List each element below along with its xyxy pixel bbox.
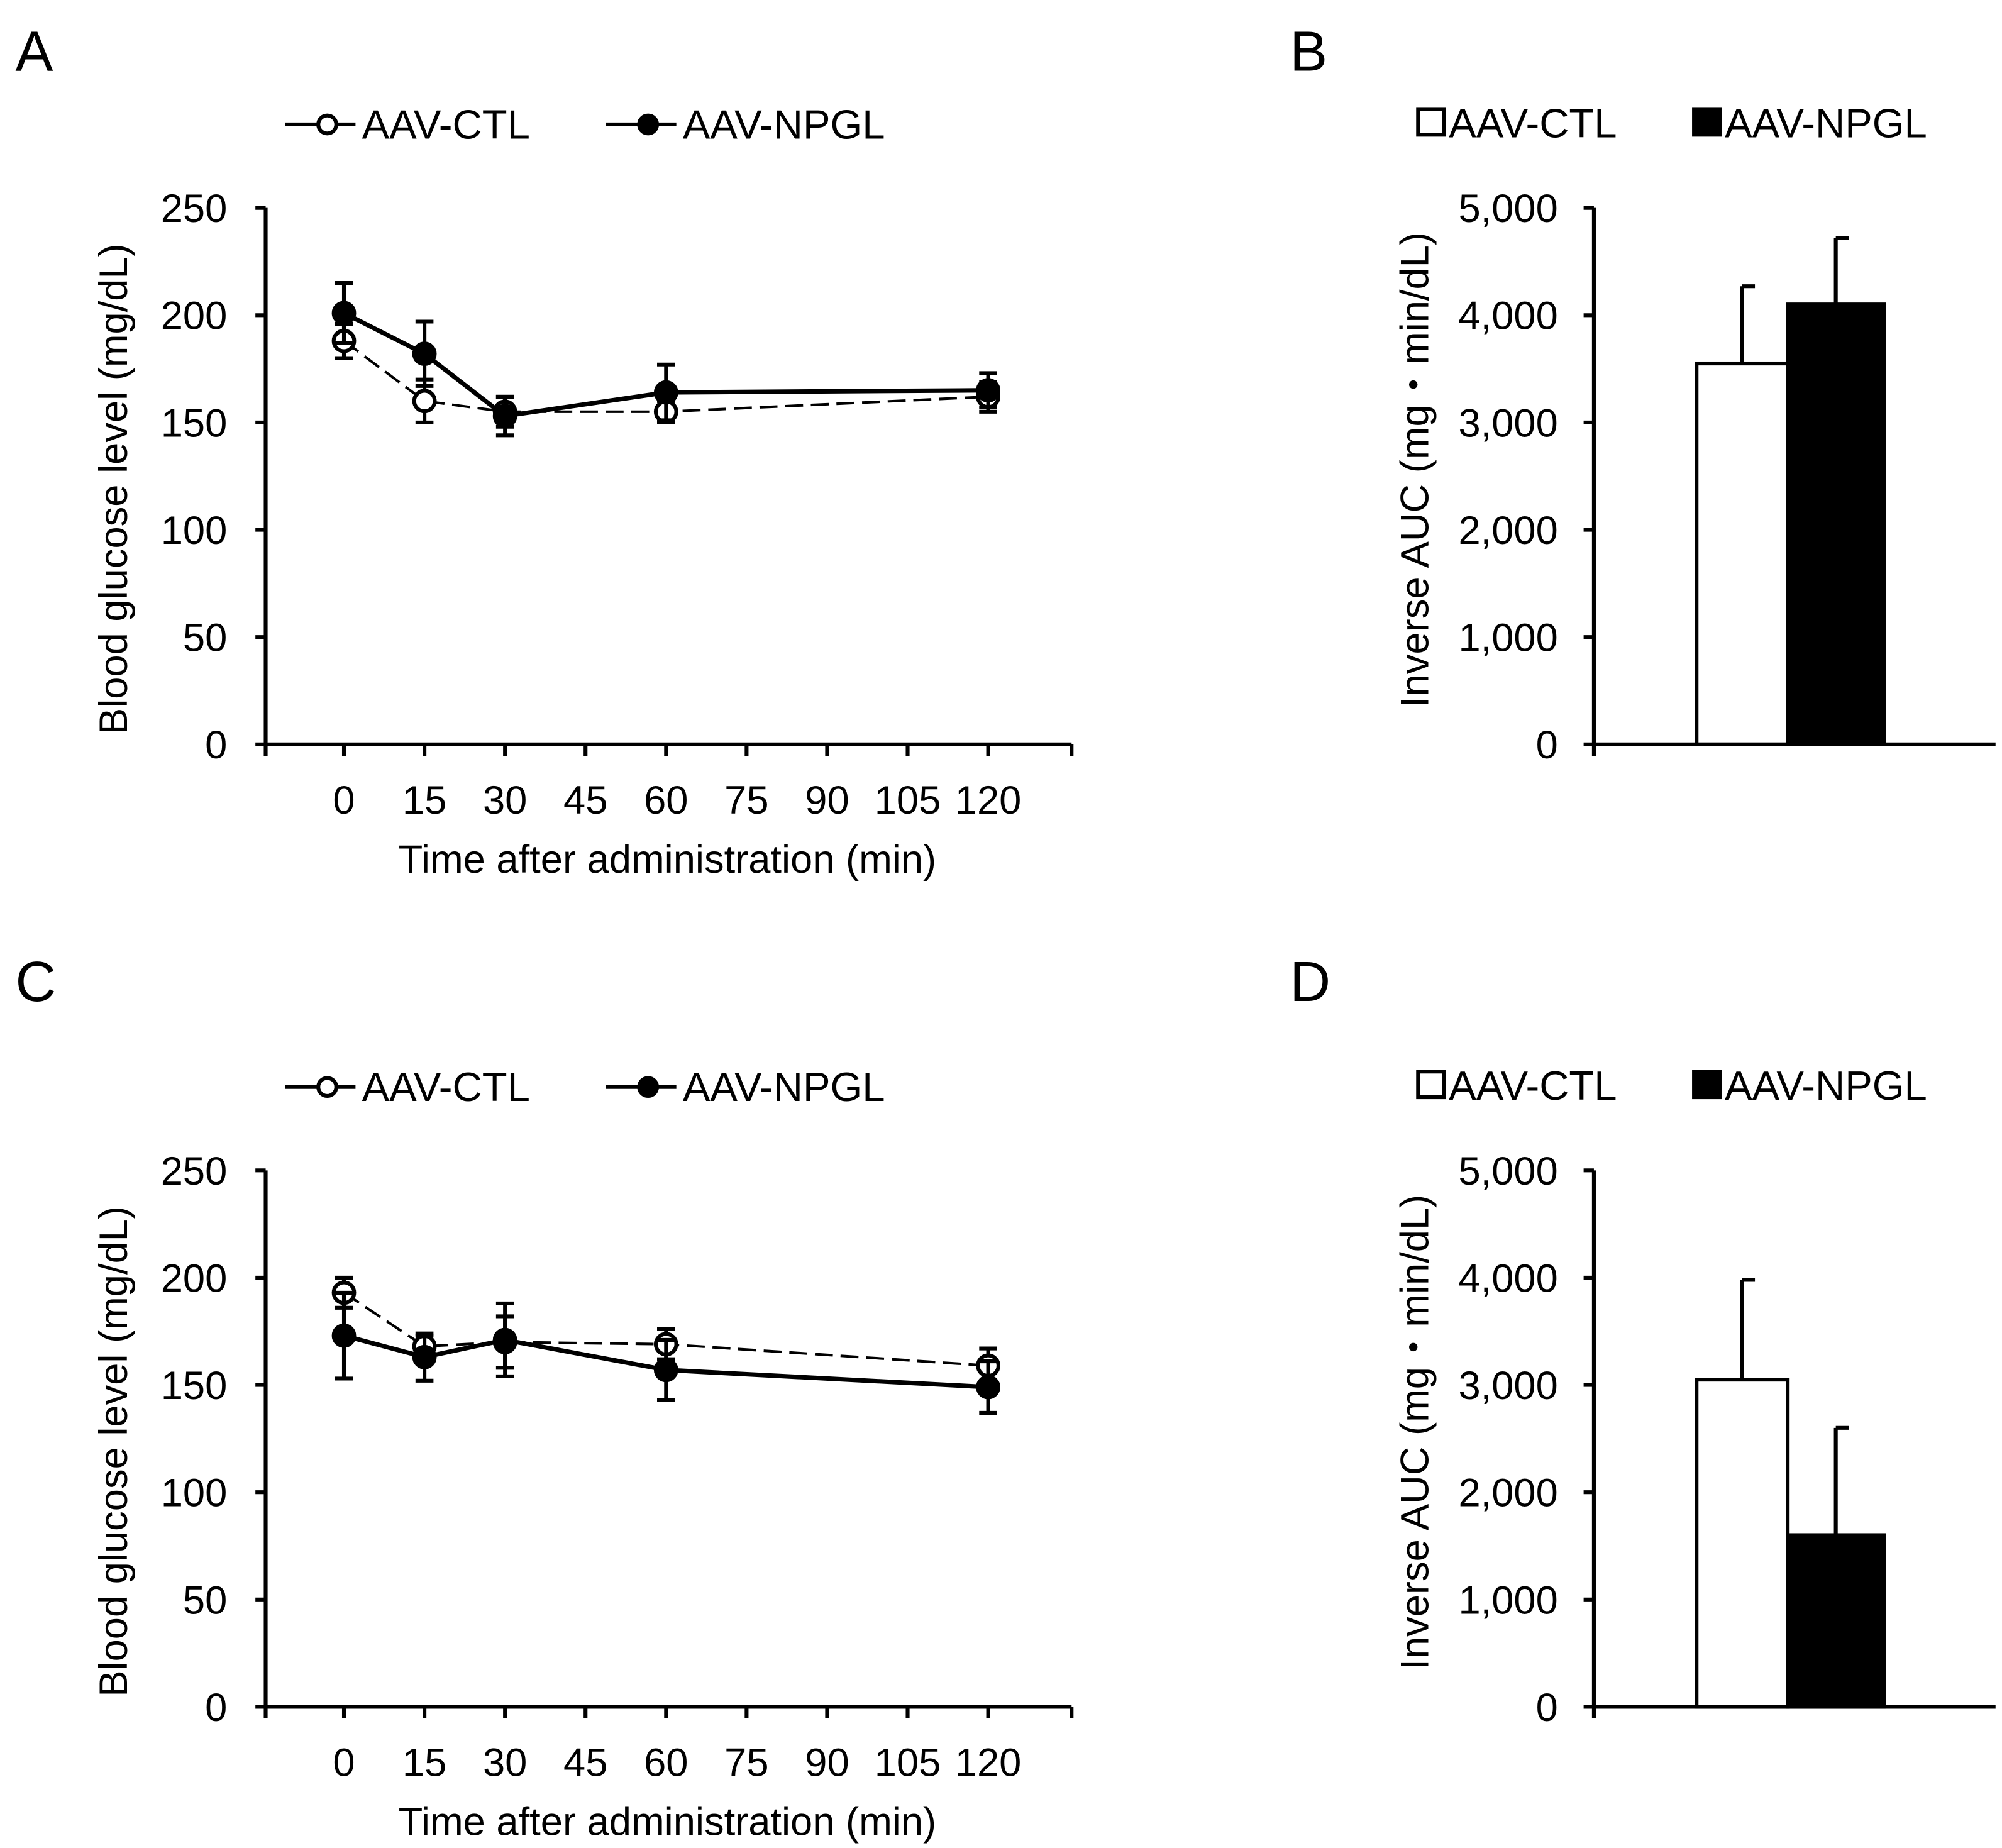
data-point: [492, 1327, 517, 1353]
data-point: [976, 1375, 1000, 1400]
open-circle-icon: [316, 1076, 338, 1098]
data-point: [412, 1344, 437, 1369]
x-tick-label: 30: [483, 778, 527, 822]
x-axis-title: Time after administration (min): [399, 838, 936, 882]
x-tick-label: 75: [724, 778, 768, 822]
legend-label: AAV-CTL: [362, 101, 530, 147]
panel-label: A: [16, 20, 53, 83]
y-tick-label: 100: [161, 509, 228, 553]
bar-aav-ctl: [1695, 361, 1790, 746]
y-tick-label: 4,000: [1458, 1256, 1557, 1300]
x-tick-label: 60: [644, 1741, 688, 1785]
bar-aav-ctl: [1695, 1378, 1790, 1709]
x-tick-label: 0: [333, 1741, 355, 1785]
data-point: [653, 380, 678, 405]
bar-aav-npgl: [1786, 1533, 1886, 1709]
y-tick-label: 200: [161, 1256, 228, 1300]
data-point: [412, 389, 437, 414]
x-tick-label: 105: [875, 778, 941, 822]
y-tick-label: 2,000: [1458, 1471, 1557, 1515]
y-axis-title: Blood glucose level (mg/dL): [92, 243, 136, 734]
bar-aav-npgl: [1786, 302, 1886, 746]
y-tick-label: 0: [205, 1686, 227, 1730]
data-point: [331, 1323, 357, 1348]
panel-d: D 0 1,000 2,000 3,000 4,000 5,000 Inverse AUC (…: [1290, 951, 1996, 1730]
x-tick-label: 105: [875, 1741, 941, 1785]
x-tick-label: 0: [333, 778, 355, 822]
y-tick-label: 1,000: [1458, 1578, 1557, 1622]
open-square-icon: [1416, 1070, 1446, 1100]
legend-label: AAV-CTL: [1449, 100, 1617, 146]
legend-label: AAV-CTL: [1449, 1063, 1617, 1109]
x-tick-label: 90: [805, 778, 849, 822]
y-tick-label: 3,000: [1458, 1364, 1557, 1408]
y-tick-label: 0: [205, 723, 227, 767]
y-tick-label: 250: [161, 187, 228, 231]
panel-label: B: [1290, 20, 1327, 83]
filled-circle-icon: [637, 1076, 660, 1098]
y-tick-label: 150: [161, 401, 228, 445]
y-tick-label: 100: [161, 1471, 228, 1515]
legend-label: AAV-NPGL: [683, 101, 885, 147]
series-line-aav-ctl: [343, 1292, 988, 1367]
y-tick-label: 4,000: [1458, 294, 1557, 338]
y-tick-label: 150: [161, 1364, 228, 1408]
data-point: [331, 301, 357, 326]
y-tick-label: 5,000: [1458, 1149, 1557, 1193]
x-tick-label: 90: [805, 1741, 849, 1785]
data-point: [412, 341, 437, 367]
x-tick-label: 45: [563, 1741, 607, 1785]
y-tick-label: 250: [161, 1149, 228, 1193]
filled-square-icon: [1692, 1070, 1722, 1100]
panel-label: C: [16, 951, 57, 1014]
y-tick-label: 0: [1536, 1686, 1558, 1730]
y-tick-label: 50: [183, 1578, 227, 1622]
y-tick-label: 5,000: [1458, 187, 1557, 231]
legend-label: AAV-NPGL: [683, 1064, 885, 1110]
y-axis-title: Inverse AUC (mg・min/dL): [1393, 1195, 1437, 1670]
panel-a: A 0 50 100 150 200 250 0 15 30 45 60 75 90 105 120 Time …: [16, 20, 1074, 882]
x-tick-label: 120: [955, 778, 1022, 822]
filled-square-icon: [1692, 107, 1722, 137]
y-tick-label: 50: [183, 616, 227, 660]
y-tick-label: 200: [161, 294, 228, 338]
legend-label: AAV-NPGL: [1725, 100, 1927, 146]
y-tick-label: 1,000: [1458, 616, 1557, 660]
x-tick-label: 120: [955, 1741, 1022, 1785]
x-tick-label: 75: [724, 1741, 768, 1785]
panel-c: C 0 50 100 150 200 250 0 15 30 45 60 75 90 105 120 Time …: [16, 951, 1074, 1844]
data-point: [653, 1358, 678, 1383]
legend-label: AAV-CTL: [362, 1064, 530, 1110]
y-tick-label: 2,000: [1458, 509, 1557, 553]
x-tick-label: 30: [483, 1741, 527, 1785]
x-tick-label: 15: [402, 1741, 446, 1785]
x-tick-label: 60: [644, 778, 688, 822]
x-tick-label: 15: [402, 778, 446, 822]
x-tick-label: 45: [563, 778, 607, 822]
y-tick-label: 0: [1536, 723, 1558, 767]
open-square-icon: [1416, 107, 1446, 137]
open-circle-icon: [316, 113, 338, 136]
panel-b: B 0 1,000 2,000 3,000 4,000 5,000 Inverse AUC (…: [1290, 20, 1996, 767]
data-point: [976, 378, 1000, 403]
data-point: [492, 404, 517, 429]
y-axis-title: Inverse AUC (mg・min/dL): [1393, 232, 1437, 707]
filled-circle-icon: [637, 113, 660, 136]
panel-label: D: [1290, 951, 1330, 1014]
y-axis-title: Blood glucose level (mg/dL): [92, 1206, 136, 1697]
y-tick-label: 3,000: [1458, 401, 1557, 445]
x-axis-title: Time after administration (min): [399, 1800, 936, 1844]
legend-label: AAV-NPGL: [1725, 1063, 1927, 1109]
